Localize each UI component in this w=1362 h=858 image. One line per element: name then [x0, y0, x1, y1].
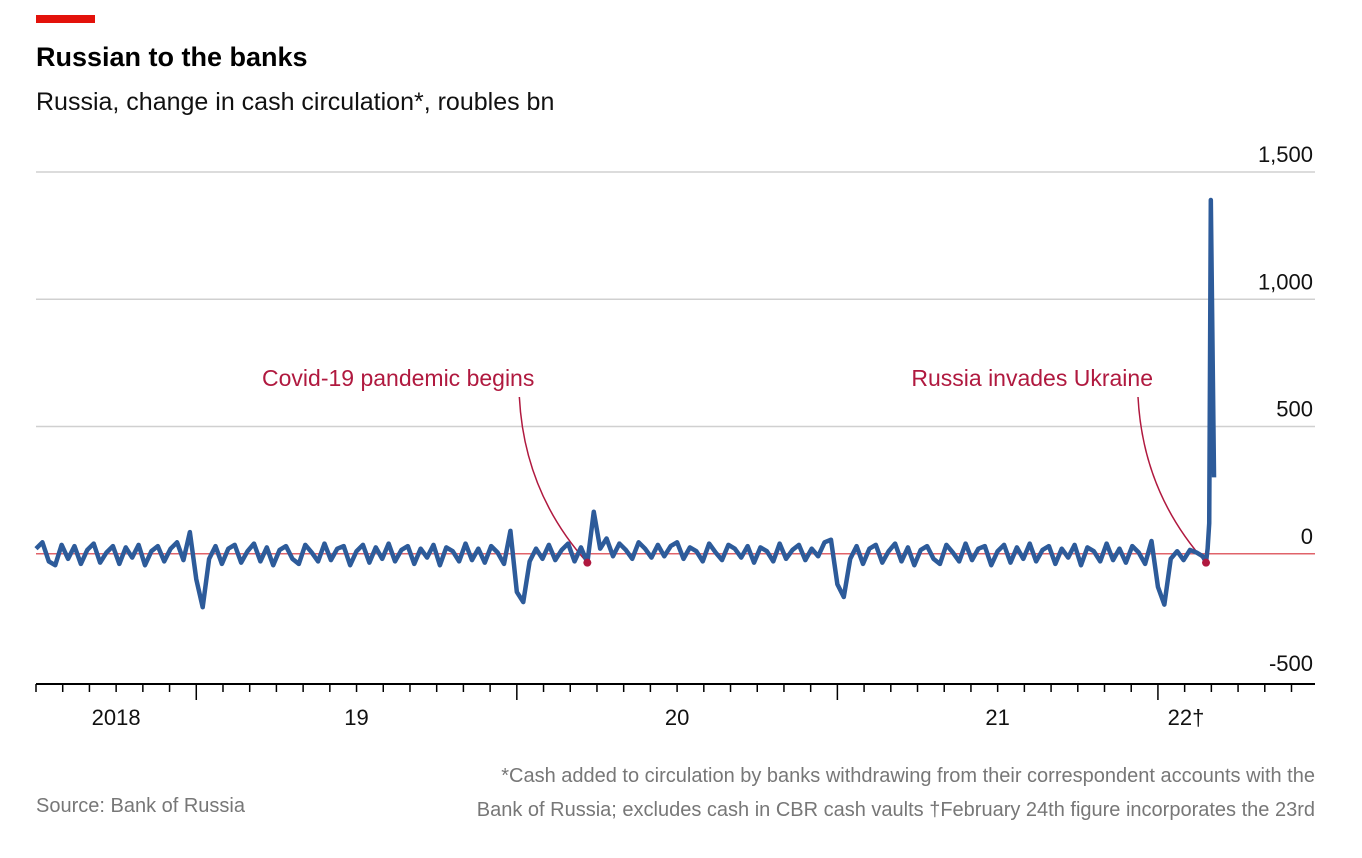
x-tick-label: 2018: [92, 705, 141, 730]
annotation-text: Covid-19 pandemic begins: [262, 365, 534, 391]
footnote: Bank of Russia; excludes cash in CBR cas…: [477, 799, 1315, 821]
annotation-text: Russia invades Ukraine: [911, 365, 1153, 391]
x-tick-label: 22†: [1168, 705, 1205, 730]
brand-bar: [36, 15, 95, 23]
footnote: *Cash added to circulation by banks with…: [501, 765, 1315, 787]
data-line: [34, 197, 1217, 610]
y-tick-label: -500: [1269, 651, 1313, 676]
chart-title: Russian to the banks: [36, 42, 308, 72]
y-tick-label: 1,500: [1258, 142, 1313, 167]
y-tick-label: 500: [1276, 397, 1313, 422]
chart-subtitle: Russia, change in cash circulation*, rou…: [36, 88, 554, 116]
x-tick-label: 19: [344, 705, 368, 730]
annotation-connector: [1137, 396, 1207, 564]
x-tick-label: 21: [985, 705, 1009, 730]
annotation-point: [1202, 558, 1211, 567]
x-tick-label: 20: [665, 705, 689, 730]
y-tick-label: 1,000: [1258, 269, 1313, 294]
annotation-connector: [518, 396, 588, 564]
y-tick-label: 0: [1301, 524, 1313, 549]
source: Source: Bank of Russia: [36, 795, 246, 817]
annotation-point: [583, 558, 592, 567]
